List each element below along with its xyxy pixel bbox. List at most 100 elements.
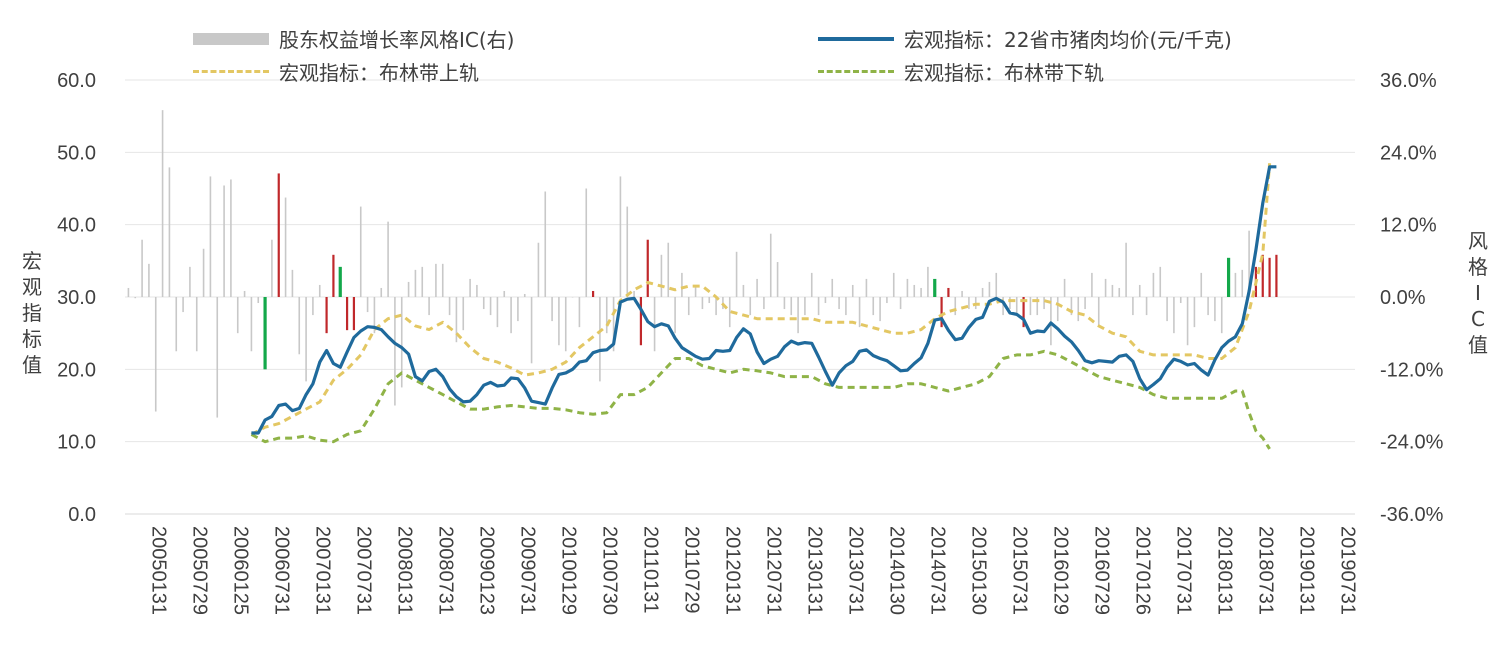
ic-bar-red bbox=[639, 297, 643, 346]
ic-bar bbox=[667, 242, 670, 297]
ic-bar-red bbox=[277, 173, 280, 297]
ic-bar bbox=[920, 287, 922, 297]
x-tick-label: 20140731 bbox=[927, 526, 949, 615]
legend-item-lower: 宏观指标：布林带下轨 bbox=[818, 57, 1104, 86]
ic-bar bbox=[312, 297, 314, 316]
right-y-tick-label: 12.0% bbox=[1380, 215, 1437, 237]
ic-bar bbox=[653, 297, 656, 352]
ic-bar-red bbox=[1275, 254, 1278, 297]
ic-bar bbox=[373, 297, 376, 334]
left-axis-title-char: 指 bbox=[22, 301, 42, 325]
ic-bar bbox=[1145, 297, 1148, 316]
ic-bar bbox=[394, 297, 396, 406]
x-tick-label: 20130731 bbox=[845, 526, 867, 615]
right-y-tick-label: -24.0% bbox=[1380, 432, 1444, 454]
legend-swatch-bar bbox=[193, 32, 269, 45]
x-tick-label: 20160129 bbox=[1050, 526, 1072, 615]
ic-bar bbox=[715, 297, 717, 316]
ic-bar bbox=[831, 278, 834, 297]
ic-bar bbox=[1084, 297, 1086, 310]
x-tick-label: 20050131 bbox=[148, 526, 170, 615]
right-axis-title-char: 值 bbox=[1468, 333, 1488, 357]
ic-bar bbox=[1063, 278, 1066, 297]
ic-bar bbox=[134, 297, 137, 299]
ic-bar bbox=[318, 284, 321, 297]
ic-bar bbox=[257, 297, 260, 304]
ic-bar bbox=[742, 284, 745, 297]
left-axis-title-char: 标 bbox=[22, 327, 42, 351]
ic-bar bbox=[1166, 297, 1168, 322]
ic-bar bbox=[899, 297, 902, 310]
ic-bar-red bbox=[1022, 297, 1025, 328]
ic-bar-red bbox=[940, 297, 943, 328]
ic-bar bbox=[660, 254, 663, 297]
ic-bar bbox=[1220, 297, 1223, 334]
ic-bar bbox=[291, 269, 294, 297]
ic-bar bbox=[968, 297, 970, 310]
ic-bar bbox=[1009, 297, 1011, 310]
ic-bar bbox=[230, 179, 232, 297]
x-tick-label: 20120131 bbox=[722, 526, 744, 615]
ic-bar bbox=[810, 272, 813, 297]
left-y-tick-label: 50.0 bbox=[57, 142, 96, 164]
ic-bar bbox=[469, 278, 471, 297]
ic-bar bbox=[1029, 297, 1032, 316]
ic-bar bbox=[776, 262, 779, 297]
ic-bar bbox=[1132, 297, 1134, 316]
ic-bar bbox=[305, 297, 307, 382]
legend-swatch-lower bbox=[818, 70, 894, 73]
ic-bar bbox=[517, 297, 519, 322]
ic-bar bbox=[455, 297, 458, 343]
bollinger-upper-line bbox=[250, 163, 1272, 436]
ic-bar bbox=[585, 188, 588, 297]
x-tick-label: 20090731 bbox=[517, 526, 539, 615]
legend-label-price: 宏观指标：22省市猪肉均价(元/千克) bbox=[904, 28, 1232, 52]
ic-bar bbox=[1036, 297, 1039, 316]
x-tick-label: 20160729 bbox=[1091, 526, 1113, 615]
ic-bar bbox=[578, 297, 581, 328]
x-tick-label: 20070131 bbox=[312, 526, 334, 615]
ic-bar bbox=[1077, 297, 1080, 322]
ic-bar bbox=[202, 248, 205, 297]
ic-bar bbox=[223, 185, 225, 297]
ic-bar bbox=[1214, 297, 1216, 322]
bollinger-lower-line bbox=[250, 349, 1271, 450]
left-axis-title: 宏观指标值 bbox=[20, 248, 44, 378]
ic-bar bbox=[961, 290, 963, 297]
ic-bar bbox=[141, 239, 143, 297]
ic-bar bbox=[728, 297, 731, 328]
x-tick-label: 20110729 bbox=[681, 526, 703, 614]
ic-bar bbox=[865, 278, 868, 297]
x-tick-label: 20190131 bbox=[1296, 526, 1318, 615]
ic-bar bbox=[1043, 297, 1045, 310]
ic-bar bbox=[681, 272, 683, 297]
ic-bar bbox=[1091, 272, 1093, 297]
ic-bar bbox=[1248, 230, 1250, 297]
pork-price-line bbox=[251, 165, 1277, 435]
ic-bar bbox=[1070, 297, 1073, 316]
ic-bar bbox=[605, 297, 608, 334]
ic-bar-red bbox=[332, 254, 335, 297]
x-tick-label: 20130131 bbox=[804, 526, 826, 615]
ic-bar bbox=[380, 287, 383, 297]
x-tick-label: 20190731 bbox=[1337, 526, 1359, 615]
x-axis: 20050131 20050729 20060125 20060731 20070131… bbox=[148, 526, 1359, 615]
ic-bar bbox=[564, 297, 567, 352]
ic-bar-green bbox=[338, 266, 342, 297]
ic-bar bbox=[735, 251, 738, 297]
ic-bar bbox=[1193, 297, 1196, 328]
right-axis-title-char: 格 bbox=[1468, 255, 1488, 279]
ic-bar bbox=[462, 297, 465, 331]
ic-bar bbox=[790, 297, 793, 316]
ic-bar bbox=[1159, 266, 1162, 297]
ic-bar bbox=[954, 297, 957, 316]
ic-bar bbox=[701, 297, 704, 310]
ic-bar bbox=[838, 297, 840, 310]
ic-bar bbox=[441, 263, 444, 297]
ic-bar bbox=[858, 297, 861, 328]
ic-bar bbox=[906, 278, 909, 297]
ic-bar bbox=[127, 287, 130, 297]
ic-bar bbox=[981, 287, 984, 297]
ic-bar-red bbox=[325, 297, 328, 334]
